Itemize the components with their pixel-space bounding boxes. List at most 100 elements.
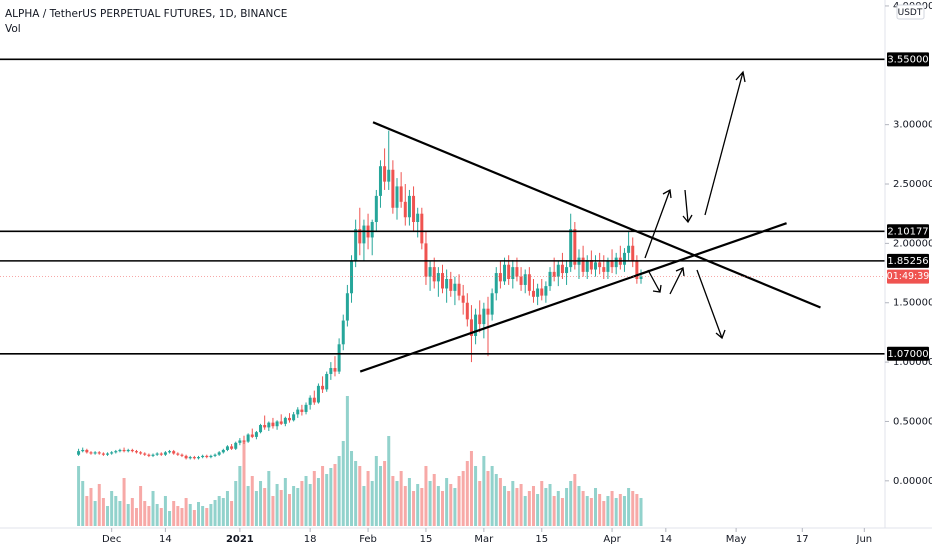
volume-bar xyxy=(598,494,602,526)
volume-bar xyxy=(168,511,172,526)
candle-body xyxy=(316,385,320,403)
candle-body xyxy=(238,440,242,443)
candle-body xyxy=(610,261,614,268)
candle-body xyxy=(503,264,507,282)
volume-bar xyxy=(461,471,465,526)
volume-bar xyxy=(85,496,89,526)
candle-body xyxy=(151,454,155,456)
candle-body xyxy=(221,449,225,453)
volume-bar xyxy=(403,486,407,526)
volume-bar xyxy=(585,496,589,526)
candle-body xyxy=(416,213,420,223)
volume-bar xyxy=(333,464,337,526)
candle-body xyxy=(412,195,416,223)
volume-bar xyxy=(565,488,569,526)
volume-bar xyxy=(101,498,105,526)
volume-bar xyxy=(139,486,143,526)
volume-bar xyxy=(424,466,428,526)
candle-body xyxy=(581,257,585,272)
candle-body xyxy=(267,422,271,428)
volume-bar xyxy=(225,491,229,526)
volume-bar xyxy=(511,481,515,526)
volume-bar xyxy=(300,481,304,526)
volume-bar xyxy=(114,496,118,526)
volume-bar xyxy=(515,488,519,526)
x-tick-label: 14 xyxy=(159,534,172,545)
candle-body xyxy=(469,319,473,336)
drawings xyxy=(644,70,746,340)
volume-bar xyxy=(383,461,387,526)
volume-bar xyxy=(180,508,184,526)
candle-body xyxy=(271,422,275,427)
candle-body xyxy=(263,425,267,428)
x-tick-label: 18 xyxy=(304,534,317,545)
x-tick-label: 2021 xyxy=(226,534,254,545)
volume-bar xyxy=(184,498,188,526)
candle-body xyxy=(556,264,560,277)
volume-bar xyxy=(209,504,213,526)
candle-body xyxy=(627,245,631,253)
candle-body xyxy=(490,293,494,315)
currency: USDT xyxy=(898,8,923,18)
candle-body xyxy=(225,446,229,450)
volume-bar xyxy=(428,481,432,526)
candle-body xyxy=(217,452,221,455)
candle-body xyxy=(441,273,444,289)
volume-bar xyxy=(581,491,585,526)
candle-body xyxy=(130,449,134,452)
volume-bar xyxy=(478,481,482,526)
volume-bar xyxy=(482,456,486,526)
volume-bar xyxy=(308,484,312,526)
volume-bar xyxy=(622,496,626,526)
candle-body xyxy=(259,425,263,433)
candle-body xyxy=(453,283,457,291)
volume-bar xyxy=(407,478,411,526)
y-tick-label: 2.50000 xyxy=(893,179,932,190)
candle-body xyxy=(345,293,349,321)
volume-bar xyxy=(77,466,81,526)
candle-body xyxy=(465,302,469,320)
volume-bar xyxy=(97,484,101,526)
candle-body xyxy=(573,229,577,265)
candle-body xyxy=(569,229,573,268)
volume-bar xyxy=(594,488,598,526)
candle-body xyxy=(523,274,527,285)
volume-bar xyxy=(556,491,560,526)
volume-bar xyxy=(188,504,192,526)
volume-bar xyxy=(151,491,155,526)
volume-bar xyxy=(316,478,320,526)
volume-bar xyxy=(163,496,167,526)
candle-body xyxy=(486,308,490,315)
candle-body xyxy=(511,267,515,279)
candle-body xyxy=(374,195,378,223)
candle-body xyxy=(168,451,172,453)
x-tick-label: 15 xyxy=(420,534,433,545)
candle-body xyxy=(213,454,217,456)
candle-body xyxy=(308,397,312,405)
volume-bar xyxy=(192,510,196,526)
candle-body xyxy=(106,453,110,455)
candle-body xyxy=(403,201,407,218)
volume-bar xyxy=(639,498,643,526)
volume-bar xyxy=(627,488,631,526)
x-tick-label: Mar xyxy=(474,534,494,545)
volume-bar xyxy=(292,486,296,526)
candle-body xyxy=(304,404,308,412)
volume-bar xyxy=(205,508,209,526)
volume-label: Vol xyxy=(5,23,21,35)
candle-body xyxy=(639,276,643,279)
price-pane xyxy=(0,58,885,460)
volume-bar xyxy=(250,476,254,526)
candle-body xyxy=(159,453,163,455)
candle-body xyxy=(515,267,519,277)
volume-bar xyxy=(230,501,234,526)
candle-body xyxy=(552,271,556,277)
candle-body xyxy=(188,457,192,459)
candle-body xyxy=(197,457,201,459)
y-tick-label: 3.00000 xyxy=(893,120,932,131)
candle-body xyxy=(354,229,358,262)
volume-bar xyxy=(527,491,531,526)
volume-bar xyxy=(275,484,279,526)
volume-bar xyxy=(217,496,221,526)
